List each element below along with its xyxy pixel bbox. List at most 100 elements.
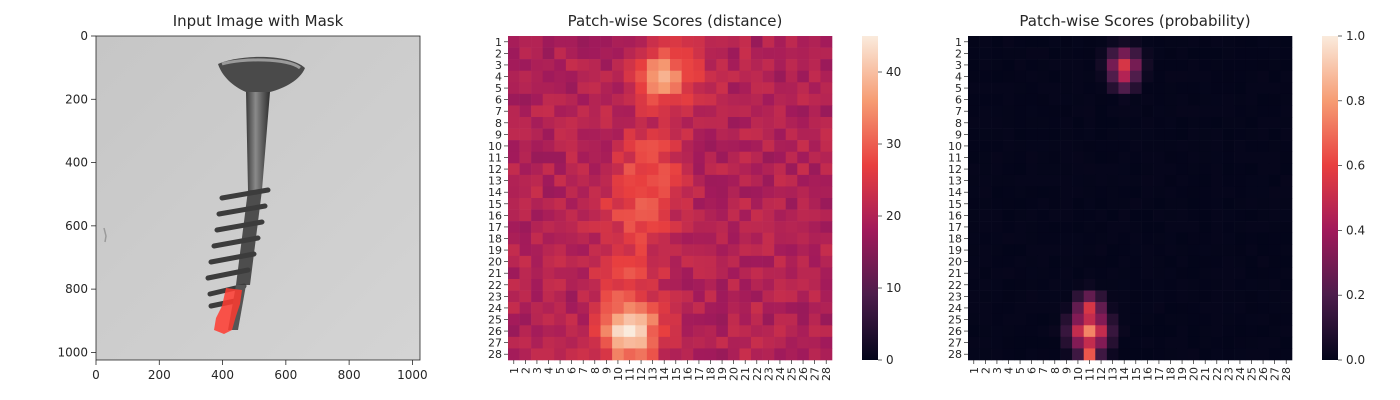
heatmap-cell: [739, 255, 752, 268]
heatmap-cell: [1141, 140, 1154, 153]
heatmap-cell: [751, 348, 763, 361]
heatmap-cell: [1187, 117, 1200, 129]
heatmap-cell: [600, 82, 613, 95]
heatmap-cell: [681, 209, 694, 222]
heatmap-y-tick-label: 4: [495, 71, 502, 84]
heatmap-cell: [808, 128, 821, 141]
heatmap-cell: [727, 186, 740, 199]
heatmap-cell: [1199, 348, 1212, 361]
heatmap-cell: [1211, 313, 1223, 326]
heatmap-cell: [716, 93, 729, 106]
heatmap-cell: [762, 348, 775, 361]
heatmap-cell: [531, 336, 544, 349]
heatmap-cell: [508, 221, 520, 234]
heatmap-cell: [1118, 186, 1131, 199]
heatmap-cell: [658, 198, 671, 210]
heatmap-cell: [658, 174, 671, 187]
heatmap-cell: [1199, 70, 1212, 83]
heatmap-cell: [1141, 163, 1154, 176]
heatmap-cell: [658, 209, 671, 222]
heatmap-cell: [635, 209, 648, 222]
heatmap-cell: [774, 232, 787, 245]
heatmap-cell: [716, 198, 729, 210]
heatmap-cell: [1257, 336, 1270, 349]
heatmap-cell: [658, 140, 671, 153]
heatmap-cell: [808, 209, 821, 222]
heatmap-cell: [1072, 279, 1085, 291]
heatmap-cell: [808, 36, 821, 48]
heatmap-cell: [1095, 47, 1108, 60]
heatmap-cell: [519, 128, 532, 141]
heatmap-cell: [1187, 59, 1200, 72]
heatmap-cell: [1245, 336, 1258, 349]
colorbar-tick-label: 10: [886, 281, 901, 295]
heatmap-y-tick-label: 3: [955, 59, 962, 72]
heatmap-cell: [991, 348, 1004, 361]
heatmap-cell: [1245, 151, 1258, 164]
heatmap-cell: [1141, 313, 1154, 326]
heatmap-cell: [762, 151, 775, 164]
heatmap-cell: [1176, 186, 1189, 199]
heatmap-cell: [589, 70, 601, 83]
image-frame: [95, 35, 421, 361]
heatmap-cell: [1049, 70, 1061, 83]
heatmap-cell: [1118, 209, 1131, 222]
heatmap-cell: [508, 151, 520, 164]
heatmap-cell: [589, 198, 601, 210]
heatmap-cell: [704, 186, 717, 199]
heatmap-cell: [577, 59, 590, 72]
heatmap-cell: [1268, 105, 1281, 118]
heatmap-cell: [820, 255, 833, 268]
heatmap-cell: [1014, 232, 1027, 245]
heatmap-y-tick-label: 20: [488, 256, 502, 269]
heatmap-cell: [1199, 82, 1212, 95]
heatmap-cell: [1280, 313, 1293, 326]
heatmap-cell: [739, 140, 752, 153]
heatmap-cell: [1234, 290, 1247, 303]
heatmap-cell: [1049, 105, 1061, 118]
heatmap-cell: [1234, 47, 1247, 60]
heatmap-cell: [623, 47, 636, 60]
heatmap-cell: [554, 255, 567, 268]
heatmap-cell: [1106, 267, 1119, 280]
heatmap-cell: [1153, 244, 1166, 257]
heatmap-cell: [681, 82, 694, 95]
heatmap-cell: [554, 302, 567, 315]
heatmap-cell: [1211, 82, 1223, 95]
heatmap-cell: [1049, 244, 1061, 257]
heatmap-cell: [600, 186, 613, 199]
heatmap-cell: [1060, 186, 1073, 199]
heatmap-cell: [1257, 59, 1270, 72]
heatmap-cell: [635, 325, 648, 338]
heatmap-cell: [727, 140, 740, 153]
heatmap-cell: [1187, 36, 1200, 48]
heatmap-cell: [681, 174, 694, 187]
heatmap-cell: [1072, 36, 1085, 48]
heatmap-cell: [704, 302, 717, 315]
heatmap-cell: [670, 163, 682, 176]
heatmap-cell: [1130, 174, 1142, 187]
heatmap-cell: [1014, 82, 1027, 95]
heatmap-cell: [1141, 325, 1154, 338]
heatmap-cell: [612, 47, 625, 60]
heatmap-cell: [1118, 70, 1131, 83]
heatmap-x-tick-label: 28: [820, 367, 833, 381]
heatmap-cell: [1153, 336, 1166, 349]
heatmap-cell: [623, 290, 636, 303]
heatmap-cell: [774, 140, 787, 153]
heatmap-cell: [1245, 255, 1258, 268]
heatmap-cell: [623, 117, 636, 129]
heatmap-cell: [1060, 244, 1073, 257]
heatmap-cell: [704, 348, 717, 361]
heatmap-cell: [589, 186, 601, 199]
heatmap-cell: [739, 151, 752, 164]
heatmap-cell: [1083, 163, 1096, 176]
heatmap-cell: [542, 279, 555, 291]
heatmap-cell: [1257, 279, 1270, 291]
heatmap-cell: [1257, 267, 1270, 280]
heatmap-x-tick-label: 9: [1060, 367, 1073, 374]
heatmap-cell: [681, 93, 694, 106]
heatmap-cell: [1118, 105, 1131, 118]
heatmap-cell: [670, 59, 682, 72]
heatmap-cell: [716, 140, 729, 153]
